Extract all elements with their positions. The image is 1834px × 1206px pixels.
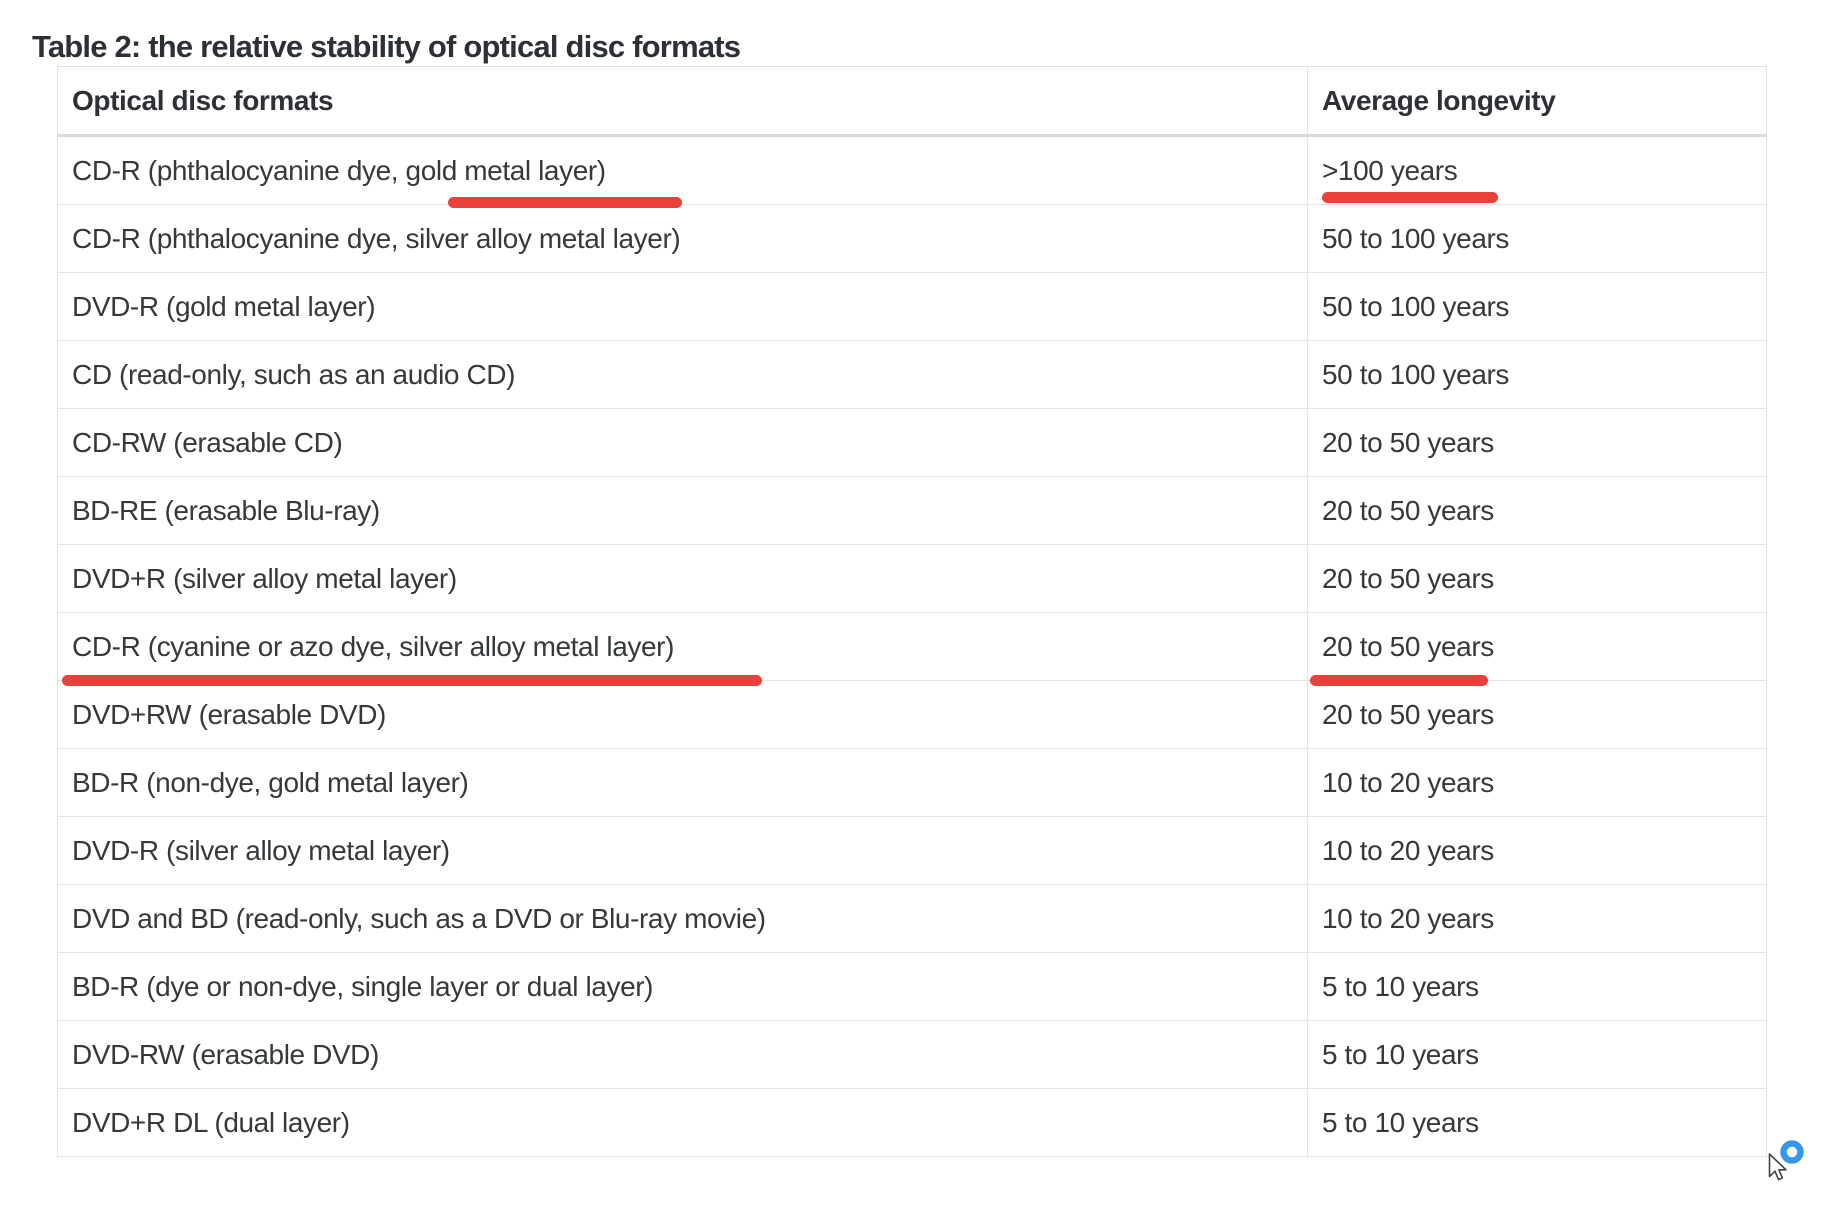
table-row: DVD-RW (erasable DVD) 5 to 10 years xyxy=(57,1020,1767,1089)
format-cell: DVD-R (silver alloy metal layer) xyxy=(57,816,1308,885)
format-cell: BD-R (dye or non-dye, single layer or du… xyxy=(57,952,1308,1021)
red-marker-underline xyxy=(62,675,762,686)
table-row: DVD+R DL (dual layer) 5 to 10 years xyxy=(57,1088,1767,1157)
header-row: Optical disc formats Average longevity xyxy=(57,66,1767,137)
table-caption: Table 2: the relative stability of optic… xyxy=(32,28,741,64)
table-row: BD-R (non-dye, gold metal layer) 10 to 20… xyxy=(57,748,1767,817)
table-row: DVD-R (gold metal layer) 50 to 100 years xyxy=(57,272,1767,341)
longevity-cell: 50 to 100 years xyxy=(1307,204,1767,273)
table-row: CD (read-only, such as an audio CD) 50 to… xyxy=(57,340,1767,409)
format-cell: CD-R (phthalocyanine dye, silver alloy m… xyxy=(57,204,1308,273)
format-cell: DVD and BD (read-only, such as a DVD or … xyxy=(57,884,1308,953)
mouse-cursor-icon xyxy=(1768,1153,1787,1181)
red-marker-underline xyxy=(1310,675,1488,686)
column-header-longevity: Average longevity xyxy=(1307,66,1767,137)
longevity-cell: 20 to 50 years xyxy=(1307,544,1767,613)
busy-ring-icon xyxy=(1780,1140,1804,1164)
longevity-cell: 20 to 50 years xyxy=(1307,408,1767,477)
longevity-cell: 5 to 10 years xyxy=(1307,1088,1767,1157)
table-row: CD-R (phthalocyanine dye, gold metal lay… xyxy=(57,135,1767,205)
table-row: BD-R (dye or non-dye, single layer or du… xyxy=(57,952,1767,1021)
table-row: BD-RE (erasable Blu-ray) 20 to 50 years xyxy=(57,476,1767,545)
table-row: CD-R (phthalocyanine dye, silver alloy m… xyxy=(57,204,1767,273)
longevity-cell: 20 to 50 years xyxy=(1307,476,1767,545)
longevity-cell: 10 to 20 years xyxy=(1307,816,1767,885)
format-cell: CD (read-only, such as an audio CD) xyxy=(57,340,1308,409)
format-cell: CD-R (phthalocyanine dye, gold metal lay… xyxy=(57,135,1308,205)
column-header-formats: Optical disc formats xyxy=(57,66,1308,137)
table-row: DVD+RW (erasable DVD) 20 to 50 years xyxy=(57,680,1767,749)
longevity-cell: 50 to 100 years xyxy=(1307,340,1767,409)
table-body: CD-R (phthalocyanine dye, gold metal lay… xyxy=(57,135,1767,1157)
red-marker-underline xyxy=(448,197,682,208)
table-row: DVD+R (silver alloy metal layer) 20 to 50… xyxy=(57,544,1767,613)
format-cell: DVD-R (gold metal layer) xyxy=(57,272,1308,341)
longevity-cell: 5 to 10 years xyxy=(1307,1020,1767,1089)
format-cell: CD-RW (erasable CD) xyxy=(57,408,1308,477)
optical-disc-stability-table: Optical disc formats Average longevity C… xyxy=(57,66,1767,1157)
longevity-cell: 10 to 20 years xyxy=(1307,884,1767,953)
longevity-cell: 50 to 100 years xyxy=(1307,272,1767,341)
longevity-cell: 5 to 10 years xyxy=(1307,952,1767,1021)
format-cell: BD-RE (erasable Blu-ray) xyxy=(57,476,1308,545)
format-cell: DVD+RW (erasable DVD) xyxy=(57,680,1308,749)
longevity-cell: 10 to 20 years xyxy=(1307,748,1767,817)
format-cell: BD-R (non-dye, gold metal layer) xyxy=(57,748,1308,817)
format-cell: DVD+R (silver alloy metal layer) xyxy=(57,544,1308,613)
table-row: CD-RW (erasable CD) 20 to 50 years xyxy=(57,408,1767,477)
table-row: DVD-R (silver alloy metal layer) 10 to 20… xyxy=(57,816,1767,885)
format-cell: DVD+R DL (dual layer) xyxy=(57,1088,1308,1157)
format-cell: DVD-RW (erasable DVD) xyxy=(57,1020,1308,1089)
longevity-cell: 20 to 50 years xyxy=(1307,612,1767,681)
longevity-cell: 20 to 50 years xyxy=(1307,680,1767,749)
red-marker-underline xyxy=(1322,192,1498,203)
table-row: CD-R (cyanine or azo dye, silver alloy m… xyxy=(57,612,1767,681)
table-row: DVD and BD (read-only, such as a DVD or … xyxy=(57,884,1767,953)
format-cell: CD-R (cyanine or azo dye, silver alloy m… xyxy=(57,612,1308,681)
